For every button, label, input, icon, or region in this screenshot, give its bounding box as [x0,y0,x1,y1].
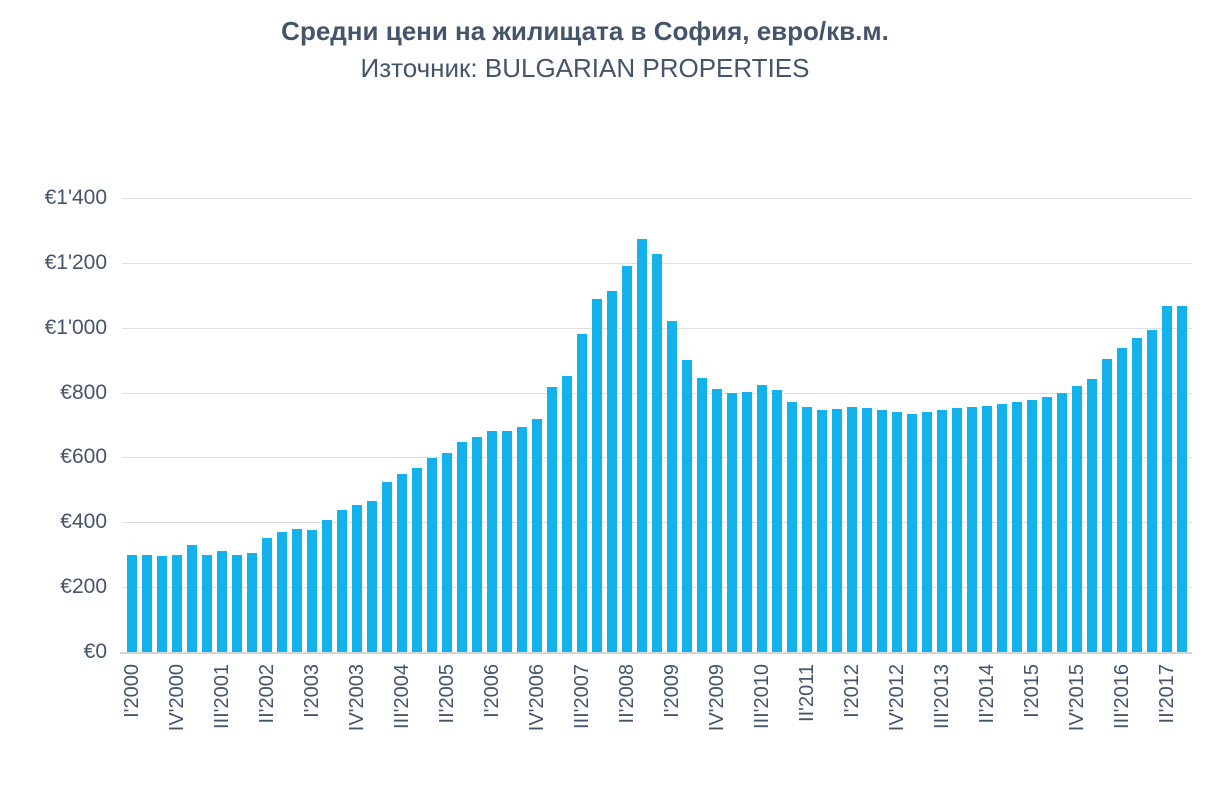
bar-II'2002 [262,538,272,652]
bar-II'2012 [862,408,872,652]
bar-IV'2000 [172,555,182,652]
bar-II'2011 [802,407,812,652]
bar-I'2003 [307,530,317,652]
bar-IV'2008 [652,254,662,652]
bar-I'2006 [487,431,497,652]
bar-III'2004 [397,474,407,652]
bar-I'2011 [787,402,797,652]
y-axis-label: €1'400 [44,186,107,209]
y-axis-label: €800 [60,381,107,404]
bar-IV'2011 [832,409,842,652]
bar-II'2004 [382,482,392,652]
bar-III'2006 [517,427,527,652]
bar-I'2000 [127,555,137,652]
bar-II'2014 [982,406,992,652]
bar-II'2015 [1042,397,1052,652]
bar-II'2010 [742,392,752,652]
y-axis-label: €0 [83,640,107,663]
bar-III'2013 [937,410,947,652]
bar-II'2017 [1162,306,1172,652]
bar-IV'2005 [472,437,482,652]
chart-header: Средни цени на жилищата в София, евро/кв… [0,16,1170,83]
bar-III'2016 [1117,348,1127,652]
bar-I'2004 [367,501,377,652]
bar-I'2015 [1027,400,1037,652]
y-axis: €0 €200 €400 €600 €800 €1'000 €1'200 €1'400 [0,0,107,789]
bar-I'2007 [547,387,557,652]
bar-IV'2004 [412,468,422,652]
bar-IV'2010 [772,390,782,652]
bar-IV'2016 [1132,338,1142,652]
bar-III'2015 [1057,393,1067,652]
y-axis-label: €1'200 [44,251,107,274]
bar-III'2002 [277,532,287,652]
bar-II'2005 [442,453,452,652]
bar-III'2009 [697,378,707,652]
bar-III'2001 [217,551,227,652]
bar-III'2011 [817,410,827,652]
bar-IV'2013 [952,408,962,652]
bar-I'2014 [967,407,977,652]
bar-III'2014 [997,404,1007,652]
bar-I'2005 [427,458,437,652]
bar-II'2003 [322,520,332,652]
bar-IV'2015 [1072,386,1082,652]
bar-II'2007 [562,376,572,652]
bar-II'2006 [502,431,512,652]
bar-I'2010 [727,393,737,652]
bar-IV'2009 [712,389,722,652]
bar-II'2000 [142,555,152,652]
bar-I'2013 [907,414,917,652]
bar-IV'2012 [892,412,902,652]
bar-III'2008 [637,239,647,652]
bar-I'2012 [847,407,857,652]
bar-II'2008 [622,266,632,652]
y-axis-label: €200 [60,575,107,598]
bar-III'2010 [757,385,767,652]
bar-III'2005 [457,442,467,652]
bar-I'2002 [247,553,257,652]
chart-subtitle: Източник: BULGARIAN PROPERTIES [360,53,810,83]
bar-IV'2014 [1012,402,1022,652]
bar-IV'2002 [292,529,302,652]
bar-III'2012 [877,410,887,652]
bar-IV'2006 [532,419,542,652]
bar-IV'2001 [232,555,242,652]
bar-I'2017 [1147,330,1157,652]
bar-II'2013 [922,412,932,652]
bar-I'2016 [1087,379,1097,652]
bar-I'2001 [187,545,197,652]
y-axis-label: €400 [60,510,107,533]
bar-III'2003 [337,510,347,652]
bar-II'2016 [1102,359,1112,652]
x-axis-line [120,652,1192,654]
bar-III'2000 [157,556,167,652]
bar-IV'2007 [592,299,602,652]
y-axis-label: €600 [60,445,107,468]
bar-II'2009 [682,360,692,652]
bar-III'2007 [577,334,587,652]
gridline [122,198,1192,199]
bar-III'2017 [1177,306,1187,652]
chart-title: Средни цени на жилищата в София, евро/кв… [281,16,889,46]
bar-IV'2003 [352,505,362,652]
y-axis-label: €1'000 [44,316,107,339]
bar-I'2008 [607,291,617,652]
bar-I'2009 [667,321,677,652]
bar-II'2001 [202,555,212,652]
